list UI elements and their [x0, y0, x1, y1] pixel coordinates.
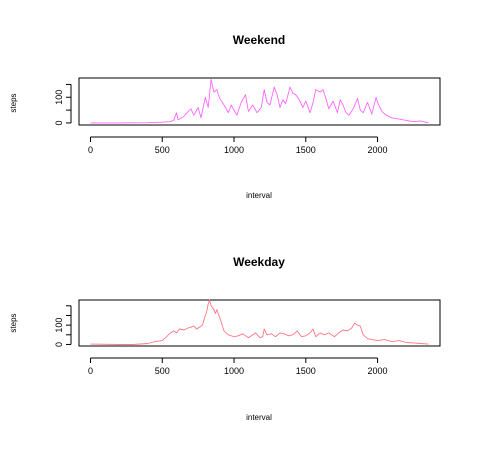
x-tick-label: 0 [88, 145, 93, 155]
plot-area: 0 500 1000 1500 2000 0 100 [54, 77, 441, 155]
y-tick-label: 0 [54, 342, 64, 347]
x-axis-label: interval [246, 413, 272, 422]
x-tick-label: 2000 [368, 145, 388, 155]
plot-area: 0 500 1000 1500 2000 0 100 [54, 299, 441, 376]
chart-title: Weekend [233, 33, 285, 47]
x-tick-label: 500 [155, 366, 170, 376]
x-axis-label: interval [246, 191, 272, 200]
x-tick-label: 0 [88, 366, 93, 376]
series-line [90, 78, 429, 124]
x-tick-label: 500 [155, 145, 170, 155]
x-tick-label: 1000 [224, 366, 244, 376]
chart-title: Weekday [233, 255, 285, 269]
y-axis-label: steps [9, 93, 18, 112]
plot-frame [78, 77, 441, 126]
x-tick-label: 1500 [296, 145, 316, 155]
x-tick-label: 1000 [224, 145, 244, 155]
plot-frame [78, 299, 441, 347]
y-tick-label: 100 [54, 318, 64, 333]
x-tick-label: 2000 [368, 366, 388, 376]
y-tick-label: 0 [54, 120, 64, 125]
weekend-panel: Weekend steps interval 0 500 1000 1500 20000… [9, 33, 441, 200]
y-axis-label: steps [9, 313, 18, 332]
x-tick-label: 1500 [296, 366, 316, 376]
series-line [90, 299, 429, 345]
y-tick-label: 100 [54, 90, 64, 105]
weekday-panel: Weekday steps interval 0 500 1000 1500 20000… [9, 255, 441, 422]
